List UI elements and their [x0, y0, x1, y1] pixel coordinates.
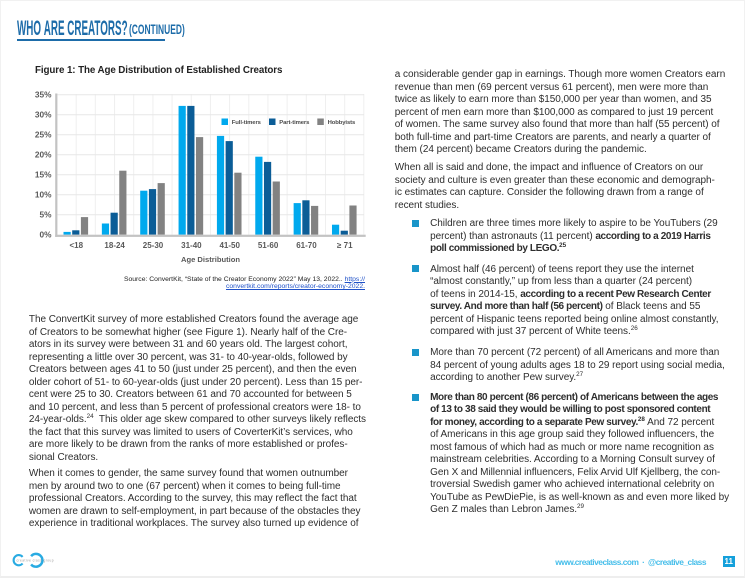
svg-text:<18: <18 [70, 241, 84, 250]
svg-text:10%: 10% [35, 190, 52, 200]
svg-text:25-30: 25-30 [143, 241, 164, 250]
svg-text:0%: 0% [40, 230, 53, 240]
svg-text:15%: 15% [35, 170, 52, 180]
svg-text:Age Distribution: Age Distribution [181, 255, 240, 264]
svg-text:35%: 35% [35, 90, 52, 100]
svg-text:20%: 20% [35, 150, 52, 160]
svg-text:5%: 5% [40, 210, 53, 220]
svg-text:61-70: 61-70 [296, 241, 317, 250]
svg-text:18-24: 18-24 [104, 241, 125, 250]
svg-text:Hobbyists: Hobbyists [328, 120, 356, 126]
svg-text:25%: 25% [35, 130, 52, 140]
svg-text:31-40: 31-40 [181, 241, 202, 250]
svg-text:51-60: 51-60 [258, 241, 279, 250]
svg-text:Part-timers: Part-timers [279, 120, 310, 126]
svg-text:creative class group: creative class group [17, 559, 54, 563]
svg-text:30%: 30% [35, 110, 52, 120]
svg-text:≥ 71: ≥ 71 [337, 241, 353, 250]
svg-text:41-50: 41-50 [219, 241, 240, 250]
svg-text:Full-timers: Full-timers [232, 120, 262, 126]
